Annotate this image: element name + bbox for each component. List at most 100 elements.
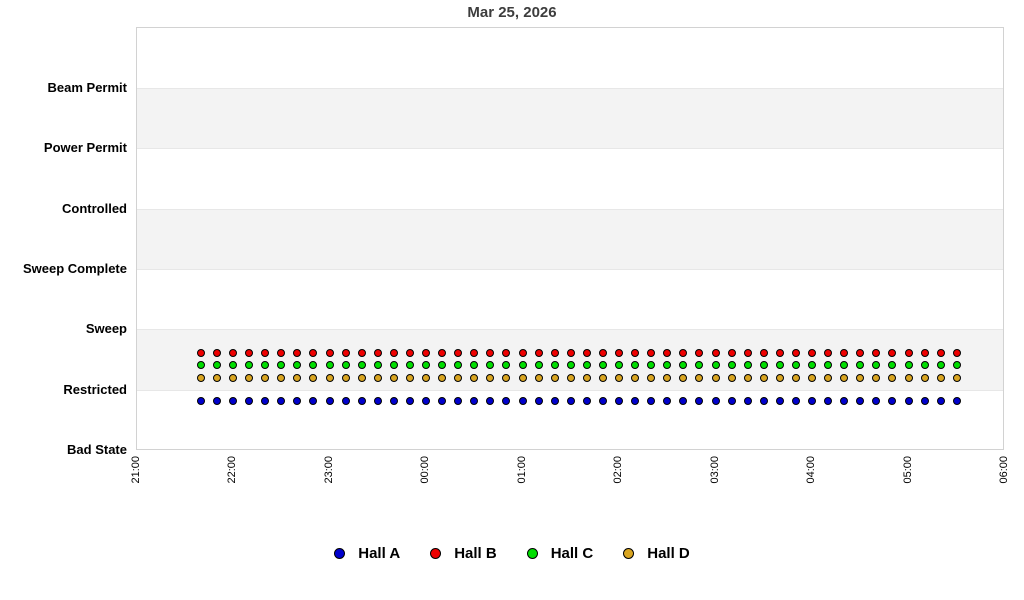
dot-hall-c xyxy=(212,361,221,370)
dot-hall-d xyxy=(872,373,881,382)
dot-hall-b xyxy=(196,348,205,357)
dot-hall-a xyxy=(389,397,398,406)
dot-hall-b xyxy=(212,348,221,357)
dot-hall-d xyxy=(245,373,254,382)
dot-hall-a xyxy=(808,397,816,406)
dot-hall-b xyxy=(936,348,945,357)
dot-hall-a xyxy=(598,397,607,406)
dot-hall-d xyxy=(808,373,816,382)
x-axis-label: 05:00 xyxy=(901,456,914,484)
dot-hall-a xyxy=(486,397,495,406)
dot-hall-c xyxy=(904,361,913,370)
dot-hall-a xyxy=(759,397,768,406)
dot-hall-c xyxy=(405,361,414,370)
dot-hall-b xyxy=(309,348,318,357)
dot-hall-a xyxy=(438,397,447,406)
dot-hall-a xyxy=(518,397,527,406)
dot-hall-d xyxy=(647,373,656,382)
dot-hall-a xyxy=(212,397,221,406)
dot-hall-d xyxy=(229,373,237,382)
dot-hall-d xyxy=(856,373,865,382)
dot-hall-c xyxy=(920,361,929,370)
dot-hall-a xyxy=(727,397,736,406)
dot-hall-c xyxy=(856,361,865,370)
plot-area xyxy=(136,27,1004,450)
dot-hall-d xyxy=(502,373,511,382)
dot-hall-d xyxy=(309,373,318,382)
dot-hall-b xyxy=(824,348,833,357)
legend: Hall A Hall B Hall C Hall D xyxy=(0,545,1024,562)
dot-hall-d xyxy=(936,373,945,382)
dot-hall-a xyxy=(325,397,334,406)
dot-hall-c xyxy=(888,361,897,370)
dot-hall-c xyxy=(261,361,270,370)
dot-hall-b xyxy=(293,348,302,357)
dot-hall-b xyxy=(502,348,511,357)
legend-item-hall-b: Hall B xyxy=(430,545,497,562)
dot-hall-d xyxy=(389,373,398,382)
dot-hall-c xyxy=(502,361,511,370)
y-axis-label: Beam Permit xyxy=(47,80,127,95)
y-axis-label: Sweep Complete xyxy=(22,260,127,276)
x-axis-label: 21:00 xyxy=(129,456,142,484)
dot-hall-d xyxy=(212,373,221,382)
dot-hall-b xyxy=(325,348,334,357)
dot-hall-d xyxy=(486,373,495,382)
dot-hall-a xyxy=(647,397,656,406)
dot-hall-b xyxy=(550,348,559,357)
dot-hall-b xyxy=(631,348,640,357)
dot-hall-a xyxy=(952,397,961,406)
dot-hall-b xyxy=(373,348,382,357)
dot-hall-c xyxy=(727,361,736,370)
legend-label-hall-c: Hall C xyxy=(550,545,594,562)
dot-hall-c xyxy=(759,361,768,370)
dot-hall-a xyxy=(936,397,945,406)
dot-hall-c xyxy=(952,361,961,370)
dot-hall-a xyxy=(470,397,479,406)
dot-hall-b xyxy=(566,348,575,357)
dot-hall-b xyxy=(357,348,366,357)
dot-hall-a xyxy=(566,397,575,406)
dot-hall-b xyxy=(904,348,913,357)
y-axis-label: Power Permit xyxy=(43,140,127,156)
dot-hall-b xyxy=(245,348,254,357)
dot-hall-c xyxy=(373,361,382,370)
dot-hall-d xyxy=(422,373,430,382)
dot-hall-c xyxy=(631,361,640,370)
dot-hall-a xyxy=(888,397,897,406)
dot-hall-d xyxy=(952,373,961,382)
dot-hall-b xyxy=(872,348,881,357)
dot-hall-d xyxy=(454,373,463,382)
dot-hall-a xyxy=(229,397,237,406)
legend-item-hall-c: Hall C xyxy=(526,545,594,562)
dot-hall-b xyxy=(422,348,430,357)
chart-title: Mar 25, 2026 xyxy=(467,4,557,21)
dot-hall-b xyxy=(341,348,350,357)
dot-hall-d xyxy=(325,373,334,382)
dot-hall-a xyxy=(341,397,350,406)
x-axis-label: 22:00 xyxy=(226,456,238,484)
dot-hall-d xyxy=(920,373,929,382)
dot-hall-a xyxy=(582,397,591,406)
x-axis-label: 01:00 xyxy=(515,456,528,484)
dot-hall-d xyxy=(196,373,205,382)
dot-hall-c xyxy=(470,361,479,370)
dot-hall-b xyxy=(856,348,865,357)
dot-hall-c xyxy=(389,361,398,370)
dot-hall-c xyxy=(422,361,430,370)
dot-hall-a xyxy=(550,397,559,406)
legend-marker-hall-b xyxy=(430,548,442,559)
dot-hall-d xyxy=(631,373,640,382)
dot-hall-b xyxy=(470,348,479,357)
dot-hall-c xyxy=(647,361,656,370)
dot-hall-c xyxy=(840,361,849,370)
dot-hall-a xyxy=(454,397,463,406)
dot-hall-c xyxy=(357,361,366,370)
dot-hall-b xyxy=(952,348,961,357)
dot-hall-b xyxy=(261,348,270,357)
dot-hall-c xyxy=(775,361,784,370)
dot-hall-a xyxy=(405,397,414,406)
dot-hall-a xyxy=(261,397,270,406)
dot-hall-b xyxy=(711,348,720,357)
y-axis-label: Controlled xyxy=(62,200,127,216)
